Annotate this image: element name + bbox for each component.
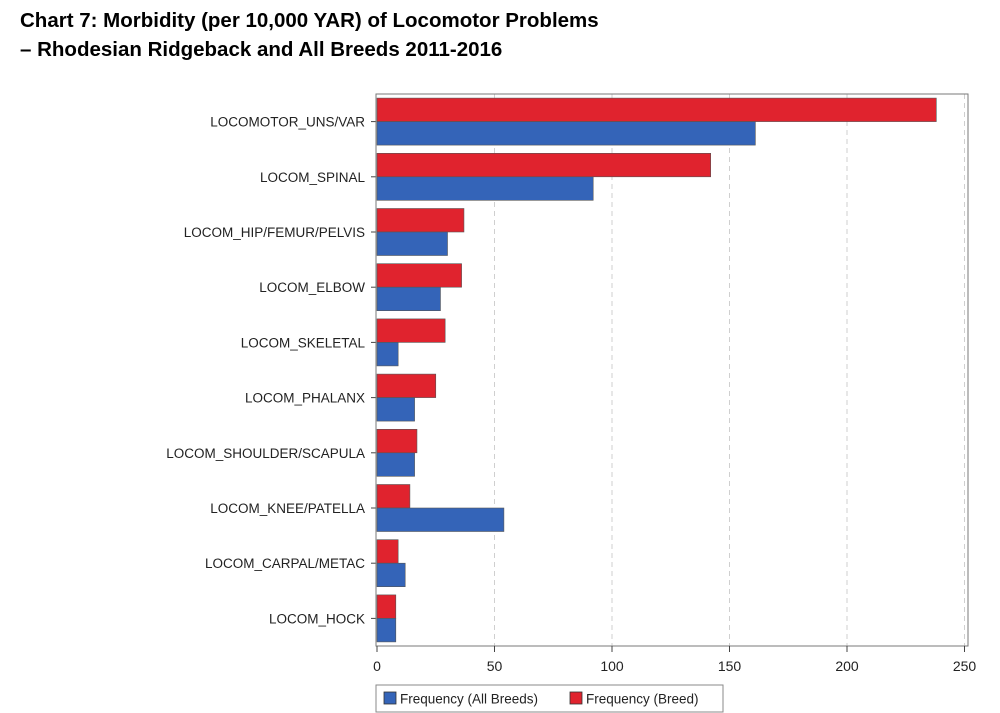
x-tick-label: 250 bbox=[953, 658, 977, 674]
y-tick-label: LOCOM_ELBOW bbox=[259, 280, 365, 295]
bar-all-breeds-9 bbox=[376, 618, 397, 643]
x-tick-label: 0 bbox=[373, 658, 381, 674]
bar-breed-2 bbox=[376, 208, 465, 233]
bar-all-breeds-5 bbox=[376, 397, 415, 422]
y-tick-label: LOCOM_CARPAL/METAC bbox=[205, 556, 365, 571]
bar-all-breeds-6 bbox=[376, 452, 415, 477]
y-tick-label: LOCOMOTOR_UNS/VAR bbox=[210, 115, 365, 130]
bar-all-breeds-1 bbox=[376, 176, 594, 201]
legend-all-breeds-swatch bbox=[383, 691, 397, 705]
y-tick-label: LOCOM_PHALANX bbox=[245, 391, 365, 406]
y-tick-label: LOCOM_HIP/FEMUR/PELVIS bbox=[184, 225, 365, 240]
plot-frame bbox=[375, 93, 969, 647]
chart-title: Chart 7: Morbidity (per 10,000 YAR) of L… bbox=[20, 6, 599, 64]
y-tick-label: LOCOM_SKELETAL bbox=[241, 335, 366, 350]
bar-all-breeds-0 bbox=[376, 121, 756, 146]
bar-all-breeds-4 bbox=[376, 342, 399, 367]
x-tick-label: 50 bbox=[487, 658, 503, 674]
y-tick-label: LOCOM_HOCK bbox=[269, 611, 365, 626]
y-tick-label: LOCOM_SHOULDER/SCAPULA bbox=[166, 446, 365, 461]
x-tick-label: 200 bbox=[835, 658, 859, 674]
bar-breed-0 bbox=[376, 97, 937, 122]
x-tick-label: 150 bbox=[718, 658, 742, 674]
bar-breed-9 bbox=[376, 594, 397, 619]
bar-breed-4 bbox=[376, 318, 446, 343]
bar-breed-3 bbox=[376, 263, 462, 288]
bar-breed-5 bbox=[376, 373, 437, 398]
y-tick-label: LOCOM_KNEE/PATELLA bbox=[210, 501, 365, 516]
y-tick-label: LOCOM_SPINAL bbox=[260, 170, 366, 185]
bar-all-breeds-8 bbox=[376, 562, 406, 588]
chart-title-line-2: – Rhodesian Ridgeback and All Breeds 201… bbox=[20, 38, 503, 61]
bar-all-breeds-7 bbox=[376, 507, 505, 532]
bar-breed-7 bbox=[376, 484, 411, 509]
chart-title-line-1: Chart 7: Morbidity (per 10,000 YAR) of L… bbox=[20, 9, 599, 32]
bar-all-breeds-2 bbox=[376, 231, 448, 256]
bar-breed-1 bbox=[376, 153, 712, 178]
legend-breed-swatch bbox=[569, 691, 583, 705]
x-tick-label: 100 bbox=[600, 658, 624, 674]
legend-all-breeds-label: Frequency (All Breeds) bbox=[400, 692, 538, 707]
legend-breed-label: Frequency (Breed) bbox=[586, 692, 699, 707]
bar-breed-6 bbox=[376, 428, 418, 454]
legend bbox=[375, 684, 724, 713]
bar-all-breeds-3 bbox=[376, 286, 441, 312]
bar-breed-8 bbox=[376, 539, 399, 564]
